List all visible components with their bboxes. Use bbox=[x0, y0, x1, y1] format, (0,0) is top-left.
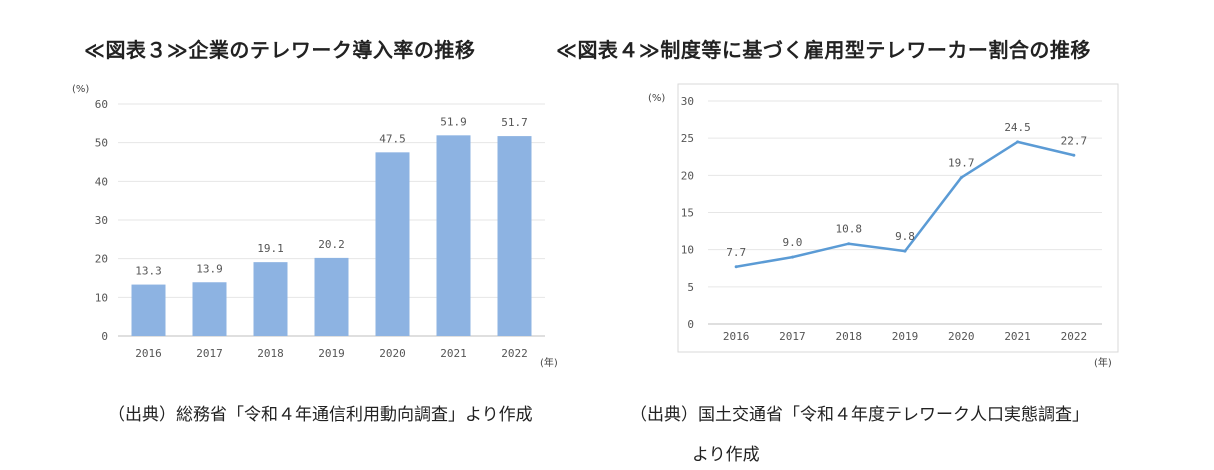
data-point bbox=[1072, 153, 1076, 157]
x-tick-label: 2017 bbox=[779, 330, 806, 343]
data-label: 20.2 bbox=[318, 238, 345, 251]
y-tick-label: 60 bbox=[95, 98, 108, 111]
y-tick-label: 30 bbox=[95, 214, 108, 227]
data-label: 10.8 bbox=[835, 223, 862, 236]
data-label: 13.9 bbox=[196, 262, 223, 275]
data-label: 47.5 bbox=[379, 132, 406, 145]
source-right: （出典）国土交通省「令和４年度テレワーク人口実態調査」 bbox=[630, 405, 1089, 425]
y-tick-label: 0 bbox=[687, 318, 694, 331]
source-right-continued: より作成 bbox=[692, 445, 760, 465]
y-tick-label: 10 bbox=[95, 291, 108, 304]
y-tick-label: 40 bbox=[95, 175, 108, 188]
bar bbox=[375, 152, 410, 336]
plot-frame bbox=[677, 83, 1119, 353]
source-left: （出典）総務省「令和４年通信利用動向調査」より作成 bbox=[108, 405, 533, 425]
data-label: 24.5 bbox=[1004, 121, 1031, 134]
bar bbox=[131, 284, 166, 336]
x-unit-label: (年) bbox=[1094, 356, 1112, 369]
bar bbox=[192, 282, 227, 336]
x-tick-label: 2019 bbox=[892, 330, 919, 343]
y-tick-label: 30 bbox=[681, 95, 694, 108]
line-chart-teleworker-ratio: 0 5 10 15 20 25 30 (%) 7.7 2016 9.0 2017 10.8 2018 9.8… bbox=[648, 83, 1119, 369]
bar bbox=[497, 136, 532, 336]
y-tick-label: 25 bbox=[681, 132, 694, 145]
x-tick-label: 2020 bbox=[379, 347, 406, 360]
x-tick-label: 2020 bbox=[948, 330, 975, 343]
x-tick-label: 2022 bbox=[1061, 330, 1088, 343]
bar bbox=[436, 135, 471, 336]
y-tick-label: 5 bbox=[687, 281, 694, 294]
x-tick-label: 2019 bbox=[318, 347, 345, 360]
y-tick-label: 50 bbox=[95, 137, 108, 150]
data-point bbox=[847, 242, 851, 246]
y-unit-label: (%) bbox=[72, 84, 89, 95]
data-label: 9.8 bbox=[895, 230, 915, 243]
y-tick-label: 0 bbox=[101, 330, 108, 343]
data-label: 9.0 bbox=[782, 236, 802, 249]
data-label: 7.7 bbox=[726, 246, 746, 259]
chart-title-left: ≪図表３≫企業のテレワーク導入率の推移 bbox=[84, 38, 476, 62]
x-unit-label: (年) bbox=[540, 356, 558, 369]
data-label: 13.3 bbox=[135, 265, 162, 278]
y-tick-label: 20 bbox=[681, 169, 694, 182]
x-tick-label: 2022 bbox=[501, 347, 528, 360]
data-point bbox=[1016, 140, 1020, 144]
y-tick-label: 10 bbox=[681, 244, 694, 257]
x-tick-label: 2018 bbox=[835, 330, 862, 343]
x-tick-label: 2017 bbox=[196, 347, 223, 360]
data-point bbox=[959, 176, 963, 180]
data-label: 51.7 bbox=[501, 116, 528, 129]
chart-title-right: ≪図表４≫制度等に基づく雇用型テレワーカー割合の推移 bbox=[556, 38, 1091, 62]
bar-chart-telework-adoption: 0 10 20 30 40 50 60 (%) 13.3 2016 13.9 2017 19.1 2018… bbox=[72, 84, 558, 369]
data-label: 19.7 bbox=[948, 157, 975, 170]
data-label: 19.1 bbox=[257, 242, 284, 255]
y-unit-label: (%) bbox=[648, 93, 665, 104]
bar bbox=[314, 257, 349, 336]
data-point bbox=[790, 255, 794, 259]
x-tick-label: 2016 bbox=[723, 330, 750, 343]
data-point bbox=[734, 265, 738, 269]
data-label: 22.7 bbox=[1061, 134, 1088, 147]
x-tick-label: 2018 bbox=[257, 347, 284, 360]
bar bbox=[253, 262, 288, 336]
y-tick-label: 20 bbox=[95, 253, 108, 266]
x-tick-label: 2016 bbox=[135, 347, 162, 360]
y-tick-label: 15 bbox=[681, 207, 694, 220]
x-tick-label: 2021 bbox=[1004, 330, 1031, 343]
data-label: 51.9 bbox=[440, 115, 467, 128]
data-point bbox=[903, 249, 907, 253]
x-tick-label: 2021 bbox=[440, 347, 467, 360]
